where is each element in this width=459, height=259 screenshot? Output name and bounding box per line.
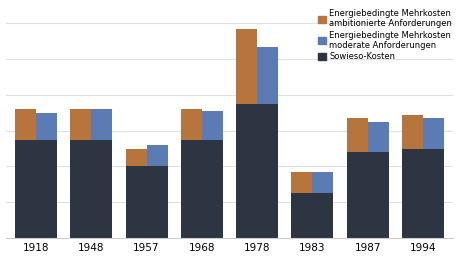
Bar [368, 122, 389, 152]
Bar [181, 109, 202, 140]
Legend: Energiebedingte Mehrkosten
ambitionierte Anforderungen, Energiebedingte Mehrkost: Energiebedingte Mehrkosten ambitionierte… [317, 8, 454, 63]
Bar [236, 29, 257, 104]
Bar [202, 140, 223, 238]
Bar [402, 148, 423, 238]
Bar [347, 152, 368, 238]
Bar [291, 172, 313, 193]
Bar [126, 166, 146, 238]
Bar [146, 145, 168, 166]
Bar [70, 140, 91, 238]
Bar [181, 140, 202, 238]
Bar [15, 140, 36, 238]
Bar [257, 104, 278, 238]
Bar [15, 109, 36, 140]
Bar [257, 47, 278, 104]
Bar [91, 140, 112, 238]
Bar [423, 118, 444, 148]
Bar [402, 114, 423, 148]
Bar [291, 193, 313, 238]
Bar [70, 109, 91, 140]
Bar [368, 152, 389, 238]
Bar [313, 172, 333, 193]
Bar [36, 140, 57, 238]
Bar [423, 148, 444, 238]
Bar [313, 193, 333, 238]
Bar [347, 118, 368, 152]
Bar [126, 148, 146, 166]
Bar [91, 109, 112, 140]
Bar [36, 113, 57, 140]
Bar [146, 166, 168, 238]
Bar [202, 111, 223, 140]
Bar [236, 104, 257, 238]
